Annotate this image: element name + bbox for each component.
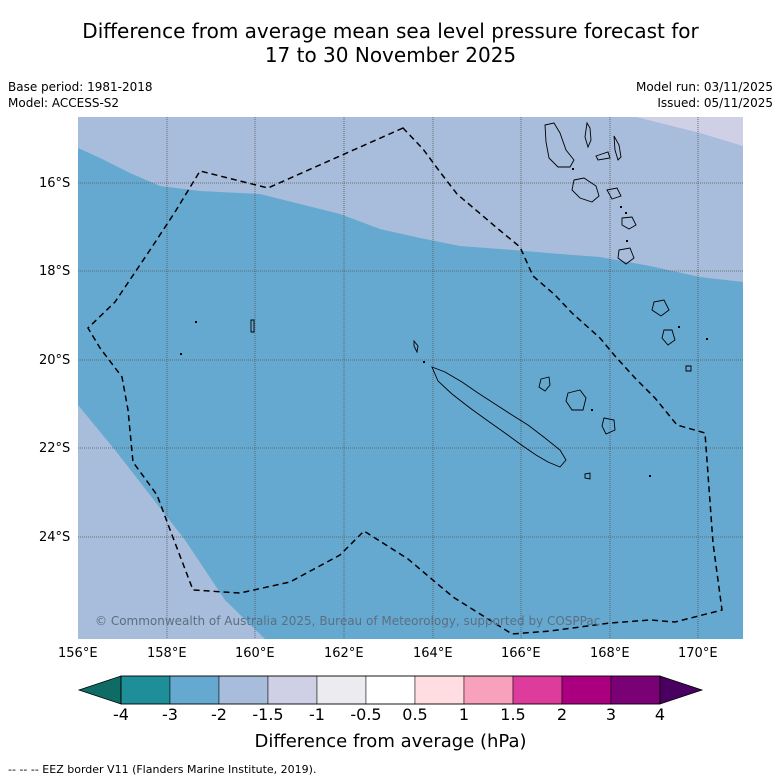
- ouvea: [538, 376, 551, 392]
- colorbar-cell: [463, 675, 514, 705]
- colorbar: [77, 675, 704, 705]
- colorbar-tick-label: 1: [458, 705, 470, 724]
- maewo: [584, 121, 592, 149]
- colorbar-tick-label: 1.5: [500, 705, 526, 724]
- tanna: [651, 299, 670, 317]
- colorbar-cells: [120, 675, 661, 705]
- efate: [621, 216, 637, 230]
- lifou: [565, 389, 587, 411]
- title-line-2: 17 to 30 November 2025: [264, 43, 517, 67]
- isle-of-pines: [584, 472, 591, 480]
- colorbar-tick-label: 3: [605, 705, 617, 724]
- colorbar-over-arrow: [659, 675, 704, 705]
- colorbar-cell: [120, 675, 171, 705]
- colorbar-tick-label: 2: [556, 705, 568, 724]
- colorbar-under-arrow: [77, 675, 122, 705]
- map-area: [78, 117, 743, 639]
- espiritu-santo: [544, 122, 575, 168]
- colorbar-cell: [610, 675, 661, 705]
- ambae: [595, 151, 611, 161]
- lon-label-162E: 162°E: [324, 646, 364, 661]
- colorbar-cell: [512, 675, 563, 705]
- erromango: [617, 247, 635, 265]
- lat-label-22S: 22°S: [39, 441, 71, 456]
- eez-border: [87, 127, 723, 635]
- colorbar-frame: [120, 675, 661, 705]
- lat-label-18S: 18°S: [39, 264, 71, 279]
- lat-label-20S: 20°S: [39, 353, 71, 368]
- epi: [606, 187, 622, 200]
- chart-title: Difference from average mean sea level p…: [0, 19, 781, 67]
- lat-label-24S: 24°S: [39, 530, 71, 545]
- colorbar-label: Difference from average (hPa): [254, 731, 527, 752]
- chesterfield-islands: [250, 319, 255, 333]
- meta-left: Base period: 1981-2018 Model: ACCESS-S2: [8, 79, 153, 111]
- coastlines: [250, 121, 692, 480]
- copyright-notice: © Commonwealth of Australia 2025, Bureau…: [95, 614, 601, 628]
- colorbar-tick-label: -3: [162, 705, 178, 724]
- small-islets: [180, 168, 708, 477]
- malakula: [571, 177, 600, 203]
- new-caledonia-grande-terre: [431, 366, 567, 468]
- graticule: [78, 117, 743, 639]
- lon-label-170E: 170°E: [678, 646, 718, 661]
- lon-label-168E: 168°E: [590, 646, 630, 661]
- lon-label-160E: 160°E: [235, 646, 275, 661]
- colorbar-cell: [169, 675, 220, 705]
- colorbar-cell: [218, 675, 269, 705]
- colorbar-cell: [561, 675, 612, 705]
- colorbar-tick-label: -4: [113, 705, 129, 724]
- colorbar-cell: [316, 675, 367, 705]
- colorbar-cell: [414, 675, 465, 705]
- colorbar-tick-label: 4: [654, 705, 666, 724]
- colorbar-tick-label: -2: [211, 705, 227, 724]
- lon-label-156E: 156°E: [58, 646, 98, 661]
- belep-islands: [413, 339, 419, 354]
- lon-label-158E: 158°E: [147, 646, 187, 661]
- meta-right: Model run: 03/11/2025 Issued: 05/11/2025: [636, 79, 773, 111]
- colorbar-tick-label: -1: [309, 705, 325, 724]
- pentecost: [613, 135, 622, 161]
- aneityum: [661, 329, 676, 346]
- base-period: Base period: 1981-2018: [8, 80, 153, 94]
- futuna-is: [685, 365, 692, 372]
- model-run: Model run: 03/11/2025: [635, 80, 773, 94]
- colorbar-tick-label: 0.5: [402, 705, 428, 724]
- lat-label-16S: 16°S: [39, 176, 71, 191]
- colorbar-tick-label: -1.5: [252, 705, 284, 724]
- mare: [601, 417, 616, 435]
- lon-label-164E: 164°E: [413, 646, 453, 661]
- colorbar-cell: [267, 675, 318, 705]
- lon-label-166E: 166°E: [501, 646, 541, 661]
- model-name: Model: ACCESS-S2: [8, 96, 120, 110]
- region-minus1-to-minus1.5: [636, 117, 743, 146]
- title-line-1: Difference from average mean sea level p…: [82, 19, 699, 43]
- eez-footnote: -- -- -- EEZ border V11 (Flanders Marine…: [8, 763, 317, 776]
- colorbar-tick-label: -0.5: [350, 705, 382, 724]
- issued-date: Issued: 05/11/2025: [657, 96, 773, 110]
- colorbar-cell: [365, 675, 416, 705]
